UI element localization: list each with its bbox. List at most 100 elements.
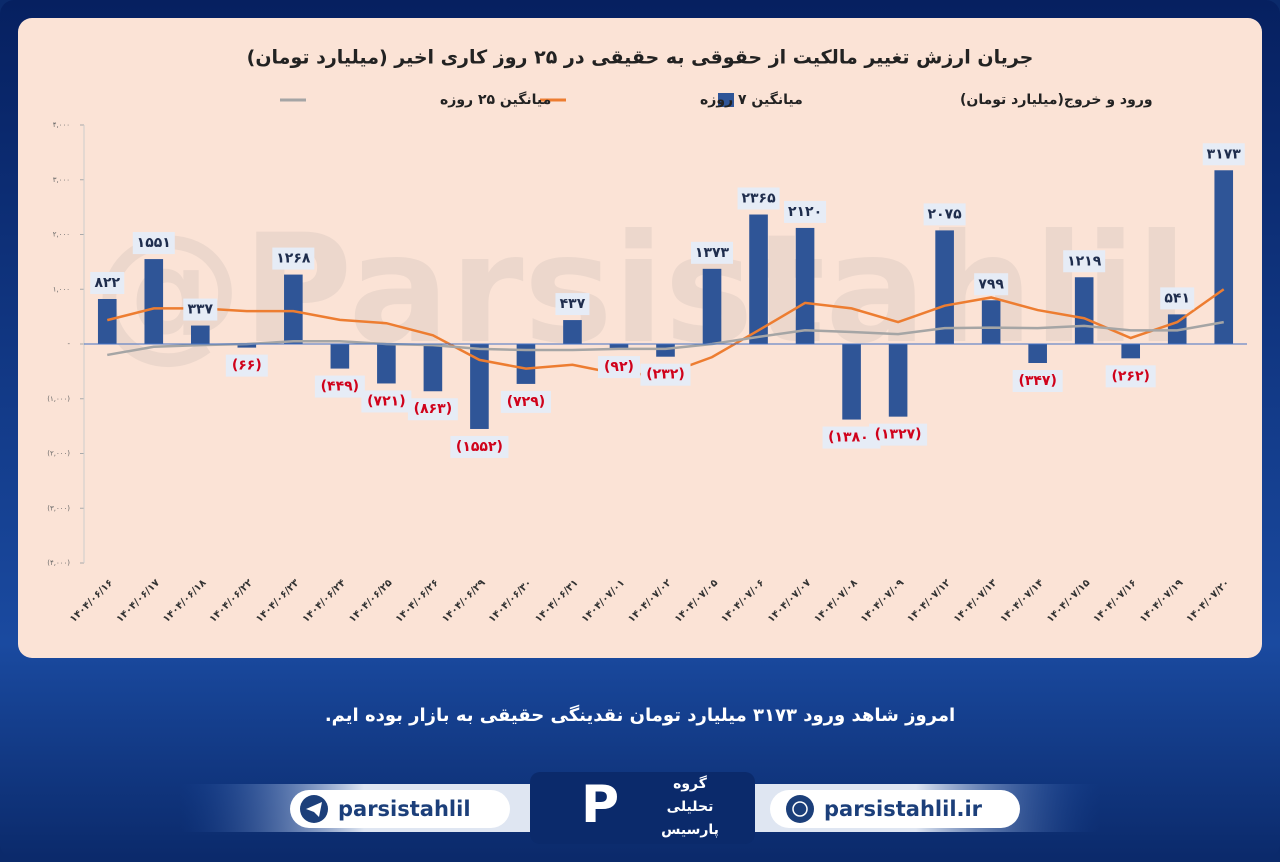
value-label-box [450,435,509,458]
bar [888,344,908,417]
value-label-box [314,375,365,398]
value-label: ۵۴۱ [1164,290,1190,306]
value-label: (۲۶۲) [1111,368,1149,384]
logo-mark: P [581,775,619,835]
bar [330,344,350,369]
y-tick-label: ۱,۰۰۰ [53,285,70,293]
value-label-box [1063,250,1106,273]
watermark: @Parsistahlil [92,203,1187,377]
logo-box [530,772,755,844]
bar [190,325,210,344]
value-label: (۴۴۹) [321,379,359,395]
value-label-box [691,241,734,264]
bar [144,259,164,344]
bar [749,214,768,344]
value-label-box [974,273,1009,296]
bar [702,268,722,344]
value-label: ۱۲۶۸ [276,251,311,267]
value-label: ۳۱۷۳ [1207,146,1242,162]
globe-glyph [792,801,808,817]
telegram-handle[interactable]: parsistahlil [338,797,471,821]
legend-label: میانگین ۲۵ روزه [440,91,551,108]
telegram-glyph [306,802,322,817]
value-label-box [183,298,218,321]
value-label-box [1160,287,1195,310]
value-label: (۷۲۱) [367,393,405,409]
value-label: ۷۹۹ [978,276,1004,292]
bar [842,344,861,420]
y-tick-label: - [67,340,70,348]
value-label-box [923,203,966,226]
bar [284,274,303,344]
value-label-box [407,398,458,421]
value-label-box [90,271,125,294]
value-label: ۲۳۶۵ [741,191,776,207]
bar [935,230,954,344]
logo-text: پارسیس [661,822,719,838]
bar [656,344,675,357]
y-tick-label: (۴,۰۰۰) [47,559,70,567]
value-label: (۱۳۲۷) [875,427,922,443]
telegram-pill[interactable] [290,790,510,828]
value-label-box [555,293,590,316]
legend-swatch [718,93,734,107]
value-label-box [272,247,315,270]
bar [1121,344,1141,359]
bar [1074,277,1094,344]
footer-note: امروز شاهد ورود ۳۱۷۳ میلیارد تومان نقدین… [325,704,955,726]
value-label-box [869,423,928,446]
bar [377,344,396,384]
legend-label: ورود و خروج(میلیارد تومان) [960,92,1153,108]
value-label: (۳۴۷) [1018,373,1056,389]
website-pill[interactable] [770,790,1020,828]
bar [97,298,117,344]
bar [795,227,815,344]
value-label: ۱۵۵۱ [137,235,171,251]
value-label-box [737,187,780,210]
line [107,320,1224,357]
value-label: ۳۳۷ [187,302,213,318]
value-label-box [640,363,691,386]
logo-text: گروه [673,775,708,792]
value-label-box [1012,369,1063,392]
value-label-box [225,354,268,377]
bar [423,344,443,392]
value-label: (۲۳۲) [646,367,684,383]
value-label-box [500,390,551,413]
value-label: (۷۲۹) [507,394,545,410]
bar [981,300,1001,344]
value-label-box [1202,143,1245,166]
bar [609,344,629,350]
chart-panel [18,18,1262,658]
y-tick-label: ۲,۰۰۰ [53,231,70,239]
bar [237,344,257,348]
logo-text: تحلیلی [667,799,714,815]
legend-label: میانگین ۷ روزه [700,91,803,108]
value-label: ۱۳۷۳ [695,245,730,261]
value-label-box [822,426,881,449]
value-label: (۶۶) [232,358,262,374]
value-label: (۱۵۵۲) [456,439,503,455]
value-label: ۴۳۷ [560,296,586,312]
value-label-box [1105,365,1156,388]
y-tick-label: (۱,۰۰۰) [47,395,70,403]
chart-title: جریان ارزش تغییر مالکیت از حقوقی به حقیق… [247,47,1034,69]
value-label: (۹۲) [604,359,634,375]
bar [1028,344,1047,363]
value-label-box [597,356,640,379]
bar [1214,170,1234,344]
value-label-box [361,390,412,413]
value-label-box [132,232,175,255]
bar [516,344,536,384]
website-url[interactable]: parsistahlil.ir [824,797,983,821]
value-label: (۱۳۸۰) [828,430,875,446]
y-tick-label: (۲,۰۰۰) [47,450,70,458]
value-label: ۱۲۱۹ [1067,253,1102,269]
globe-icon [786,795,814,823]
y-tick-label: ۴,۰۰۰ [53,121,70,129]
value-label: ۲۱۲۰ [788,204,822,220]
y-tick-label: (۳,۰۰۰) [47,504,70,512]
value-label: (۸۶۳) [414,401,452,417]
bar [563,320,582,344]
